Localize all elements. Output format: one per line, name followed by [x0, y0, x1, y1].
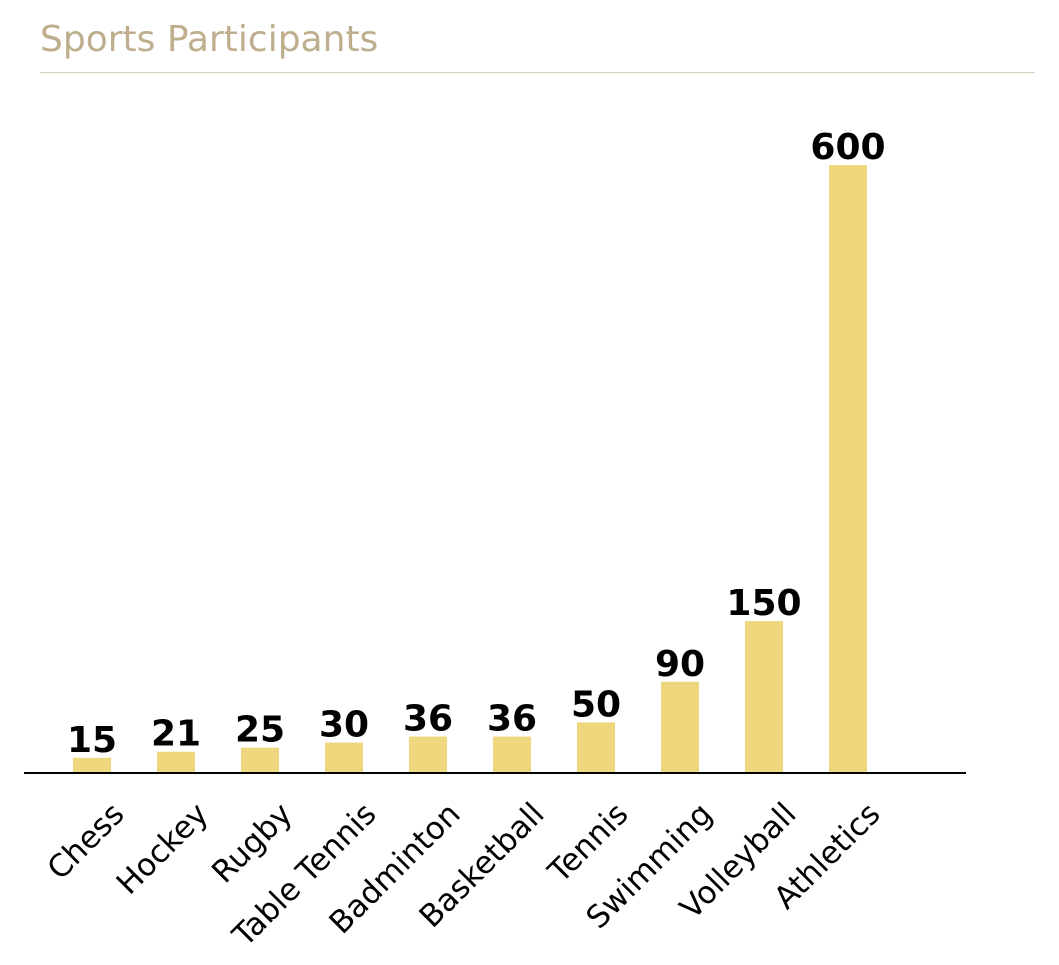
value-label: 25	[235, 710, 285, 751]
x-tick-label: Hockey	[110, 796, 216, 902]
value-label: 150	[726, 583, 801, 624]
bar-volleyball	[745, 621, 783, 773]
value-label: 600	[810, 127, 885, 168]
value-label: 21	[151, 714, 201, 755]
chart-title: Sports Participants	[40, 19, 379, 60]
value-label: 36	[487, 699, 537, 740]
bar-rugby	[241, 747, 279, 773]
value-label: 30	[319, 705, 369, 746]
bar-tennis	[577, 722, 615, 773]
bars-group	[73, 165, 867, 773]
bar-chess	[73, 757, 111, 773]
bar-table-tennis	[325, 742, 363, 773]
title-divider	[40, 72, 1035, 73]
value-label: 15	[67, 720, 117, 761]
value-label: 36	[403, 699, 453, 740]
value-label: 90	[655, 644, 705, 685]
bar-badminton	[409, 736, 447, 773]
bar-swimming	[661, 681, 699, 773]
bar-basketball	[493, 736, 531, 773]
bar-athletics	[829, 165, 867, 773]
value-label: 50	[571, 684, 621, 725]
value-labels-group: 15 21 25 30 36 36 50 90 150 600	[67, 127, 886, 761]
bar-hockey	[157, 751, 195, 773]
